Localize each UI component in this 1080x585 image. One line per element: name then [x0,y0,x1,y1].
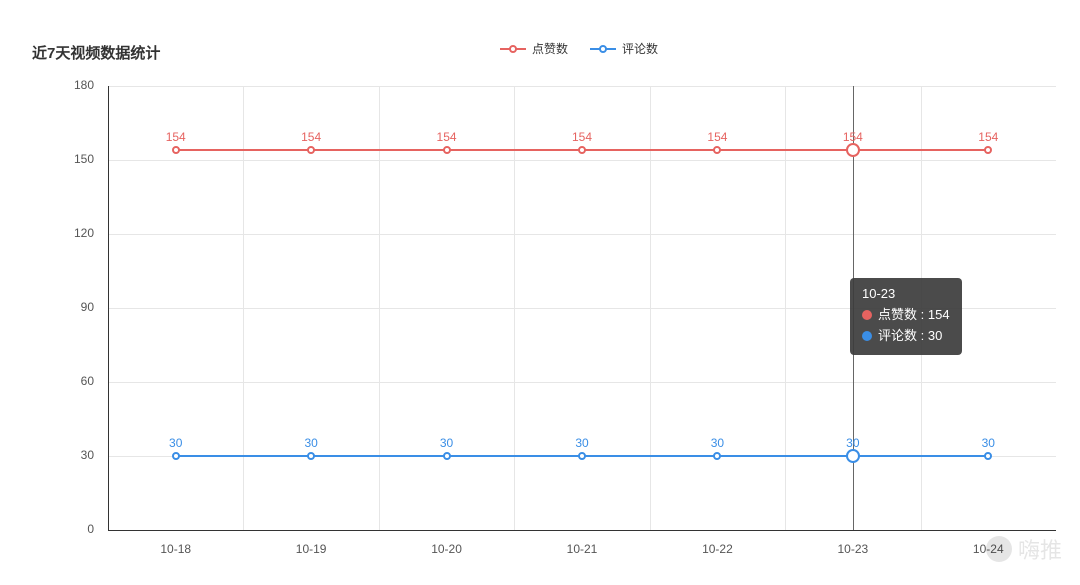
data-marker[interactable] [713,146,721,154]
circle-icon [599,45,607,53]
y-gridline [108,234,1056,235]
x-tick-label: 10-24 [973,542,1004,556]
legend-label: 评论数 [622,40,658,57]
legend-mark-comments [590,43,616,55]
data-point-label: 30 [440,436,453,450]
data-marker[interactable] [578,146,586,154]
chart-legend: 点赞数 评论数 [500,40,658,57]
legend-mark-likes [500,43,526,55]
y-tick-label: 90 [54,300,94,314]
data-point-label: 30 [169,436,182,450]
tooltip-row-comments: 评论数 : 30 [862,326,950,347]
y-tick-label: 150 [54,152,94,166]
x-tick-label: 10-22 [702,542,733,556]
x-splitline [650,86,651,530]
data-point-label: 154 [166,130,186,144]
x-splitline [243,86,244,530]
y-tick-label: 0 [54,522,94,536]
y-tick-label: 180 [54,78,94,92]
data-marker[interactable] [172,452,180,460]
data-point-label: 154 [572,130,592,144]
chart-container: 近7天视频数据统计 点赞数 评论数 0 30 60 90 120 150 180 10-18 1… [0,0,1080,585]
data-point-label: 154 [437,130,457,144]
circle-icon [509,45,517,53]
data-marker[interactable] [443,452,451,460]
data-marker[interactable] [984,452,992,460]
data-point-label: 154 [978,130,998,144]
data-point-label: 30 [982,436,995,450]
y-tick-label: 120 [54,226,94,240]
x-tick-label: 10-20 [431,542,462,556]
data-marker[interactable] [984,146,992,154]
data-marker[interactable] [443,146,451,154]
hover-tooltip: 10-23 点赞数 : 154 评论数 : 30 [850,278,962,355]
data-marker[interactable] [172,146,180,154]
dot-icon [862,310,872,320]
legend-item-comments[interactable]: 评论数 [590,40,658,57]
legend-item-likes[interactable]: 点赞数 [500,40,568,57]
x-tick-label: 10-19 [296,542,327,556]
data-point-label: 30 [575,436,588,450]
x-axis [108,530,1056,531]
y-tick-label: 60 [54,374,94,388]
x-splitline [379,86,380,530]
tooltip-label: 点赞数 : 154 [878,305,950,326]
data-marker[interactable] [307,452,315,460]
data-marker[interactable] [307,146,315,154]
dot-icon [862,331,872,341]
legend-label: 点赞数 [532,40,568,57]
data-marker[interactable] [713,452,721,460]
y-tick-label: 30 [54,448,94,462]
x-splitline [514,86,515,530]
data-point-label: 154 [843,130,863,144]
y-gridline [108,160,1056,161]
data-point-label: 154 [301,130,321,144]
tooltip-title: 10-23 [862,286,950,301]
x-tick-label: 10-18 [160,542,191,556]
data-point-label: 30 [846,436,859,450]
data-point-label: 30 [304,436,317,450]
y-gridline [108,382,1056,383]
data-marker[interactable] [846,449,860,463]
chart-title: 近7天视频数据统计 [32,42,160,63]
y-axis [108,86,109,530]
y-gridline [108,86,1056,87]
tooltip-row-likes: 点赞数 : 154 [862,305,950,326]
x-splitline [785,86,786,530]
watermark-text: 嗨推 [1018,533,1062,565]
x-tick-label: 10-23 [837,542,868,556]
data-marker[interactable] [578,452,586,460]
data-point-label: 30 [711,436,724,450]
x-tick-label: 10-21 [567,542,598,556]
data-marker[interactable] [846,143,860,157]
tooltip-label: 评论数 : 30 [878,326,942,347]
data-point-label: 154 [707,130,727,144]
